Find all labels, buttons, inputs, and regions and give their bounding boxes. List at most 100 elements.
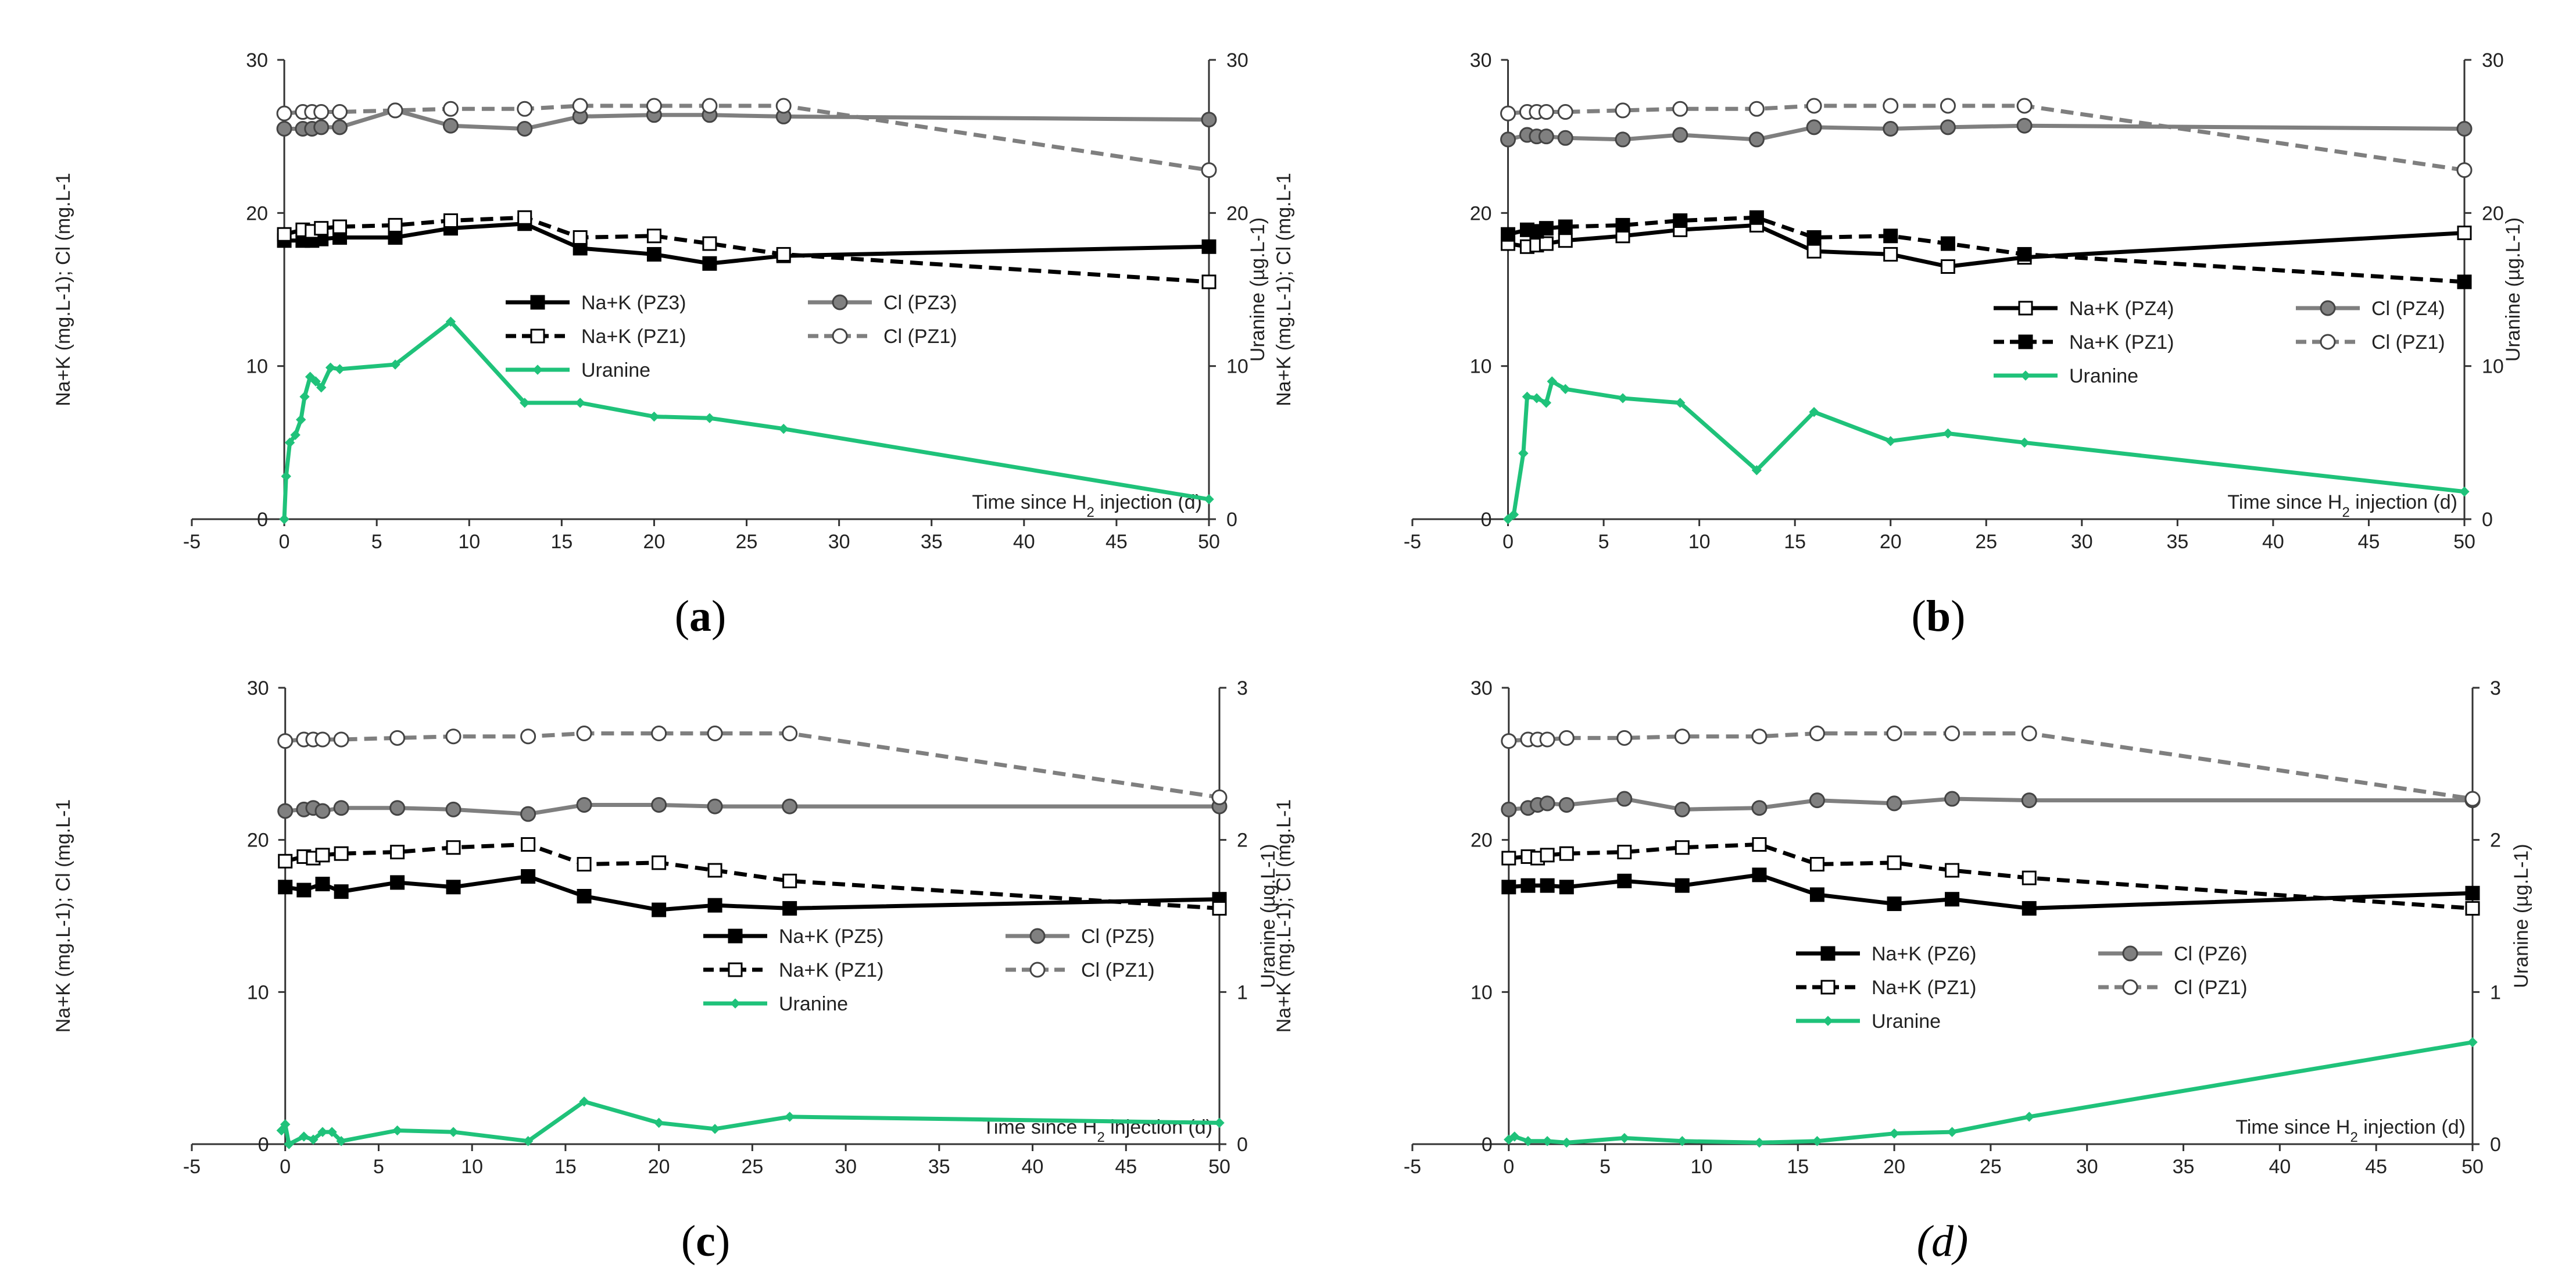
- data-point: [707, 726, 723, 741]
- data-point: [782, 873, 797, 888]
- data-point: [276, 121, 292, 137]
- legend-label: Cl (PZ1): [2371, 331, 2445, 353]
- data-point: [1940, 259, 1955, 274]
- data-point: [1617, 873, 1632, 888]
- data-point: [1942, 428, 1954, 439]
- legend-marker: [2320, 300, 2336, 316]
- x-tick-label: 25: [736, 531, 758, 553]
- left-y-tick-label: 10: [1470, 356, 1492, 378]
- panel-caption: (a): [675, 592, 727, 641]
- left-y-tick-label: 10: [247, 981, 269, 1003]
- legend-marker: [2320, 334, 2336, 350]
- chart-panel-b: -5 0 5 10 15 20 25 30 35 40 45 50 0 10 20 30 0 10 20 30 Na+K…: [1273, 49, 2524, 641]
- data-point: [278, 880, 293, 895]
- data-point: [782, 726, 798, 741]
- data-point: [445, 316, 456, 327]
- left-y-tick-label: 20: [247, 830, 269, 852]
- data-point: [1540, 878, 1555, 893]
- data-point: [1616, 791, 1633, 807]
- x-tick-label: 50: [1208, 1156, 1230, 1178]
- data-point: [284, 1139, 294, 1149]
- series-3: [1501, 726, 2481, 807]
- series-line: [1507, 123, 2465, 142]
- data-point: [1940, 98, 1956, 114]
- data-point: [704, 413, 715, 423]
- series-2: [1501, 210, 2472, 290]
- data-point: [1809, 406, 1819, 417]
- data-point: [284, 437, 295, 448]
- data-point: [1749, 210, 1764, 225]
- legend-marker: [730, 998, 740, 1009]
- series-2: [278, 837, 1227, 916]
- data-point: [1806, 119, 1822, 135]
- data-point: [2464, 791, 2481, 807]
- data-point: [517, 121, 533, 137]
- data-point: [310, 376, 321, 387]
- data-point: [1675, 398, 1686, 408]
- data-point: [392, 1125, 403, 1136]
- data-point: [1214, 1117, 1225, 1128]
- data-point: [2022, 901, 2037, 916]
- data-point: [1501, 880, 1516, 895]
- legend-entry: Na+K (PZ1): [506, 326, 686, 348]
- data-point: [1616, 730, 1633, 746]
- data-point: [2021, 792, 2037, 809]
- data-point: [1501, 227, 1516, 242]
- x-tick-label: 15: [1784, 531, 1806, 553]
- data-point: [1558, 796, 1575, 813]
- legend-label: Uranine: [581, 359, 650, 381]
- series-line: [1508, 796, 2473, 812]
- data-point: [1675, 840, 1690, 855]
- legend-marker: [1823, 1016, 1833, 1026]
- data-point: [1501, 801, 1517, 817]
- data-point: [1673, 213, 1688, 228]
- chart-panel-c: -5 0 5 10 15 20 25 30 35 40 45 50 0 10 20 30 0 1 2 3 Na+K (m…: [52, 677, 1279, 1266]
- x-tick-label: 20: [643, 531, 666, 553]
- data-point: [710, 1124, 720, 1134]
- data-point: [707, 898, 722, 913]
- data-point: [2465, 885, 2480, 901]
- series-4: [1502, 376, 2470, 524]
- data-point: [520, 728, 536, 745]
- right-y-tick-label: 10: [1226, 356, 1248, 378]
- x-tick-label: 25: [1980, 1156, 2002, 1178]
- data-point: [577, 857, 592, 872]
- data-point: [1500, 131, 1516, 148]
- data-point: [2016, 117, 2033, 134]
- right-y-tick-label: 3: [2490, 677, 2501, 699]
- series-1: [1501, 791, 2481, 817]
- data-point: [702, 256, 717, 271]
- legend-entry: Na+K (PZ1): [1994, 331, 2174, 353]
- series-4: [276, 1096, 1225, 1149]
- series-3: [276, 98, 1217, 178]
- x-tick-label: 50: [2461, 1156, 2484, 1178]
- data-point: [1674, 801, 1690, 817]
- data-point: [2022, 870, 2037, 885]
- x-tick-label: -5: [183, 531, 201, 553]
- x-tick-label: 20: [1883, 1156, 1905, 1178]
- series-line: [282, 319, 1210, 520]
- data-point: [520, 806, 536, 822]
- data-point: [290, 430, 300, 440]
- data-point: [1201, 162, 1217, 178]
- data-point: [782, 901, 797, 916]
- data-point: [388, 217, 403, 233]
- series-3: [1500, 98, 2473, 178]
- data-point: [1501, 851, 1516, 866]
- x-tick-label: 0: [279, 531, 290, 553]
- data-point: [1806, 244, 1822, 259]
- data-point: [1204, 494, 1214, 505]
- legend-entry: Uranine: [703, 993, 848, 1015]
- data-point: [389, 800, 406, 816]
- legend-marker: [728, 962, 743, 977]
- legend-entry: Na+K (PZ4): [1994, 298, 2174, 320]
- series-line: [285, 874, 1220, 912]
- data-point: [299, 1131, 309, 1142]
- data-point: [390, 359, 400, 370]
- data-point: [1540, 848, 1555, 863]
- right-y-axis-label: Uranine (µg.L-1): [2502, 217, 2524, 362]
- x-axis-label: Time since H2 injection (d): [972, 491, 1202, 520]
- data-point: [1500, 105, 1516, 122]
- left-y-tick-label: 0: [1481, 509, 1492, 531]
- x-tick-label: 25: [741, 1156, 763, 1178]
